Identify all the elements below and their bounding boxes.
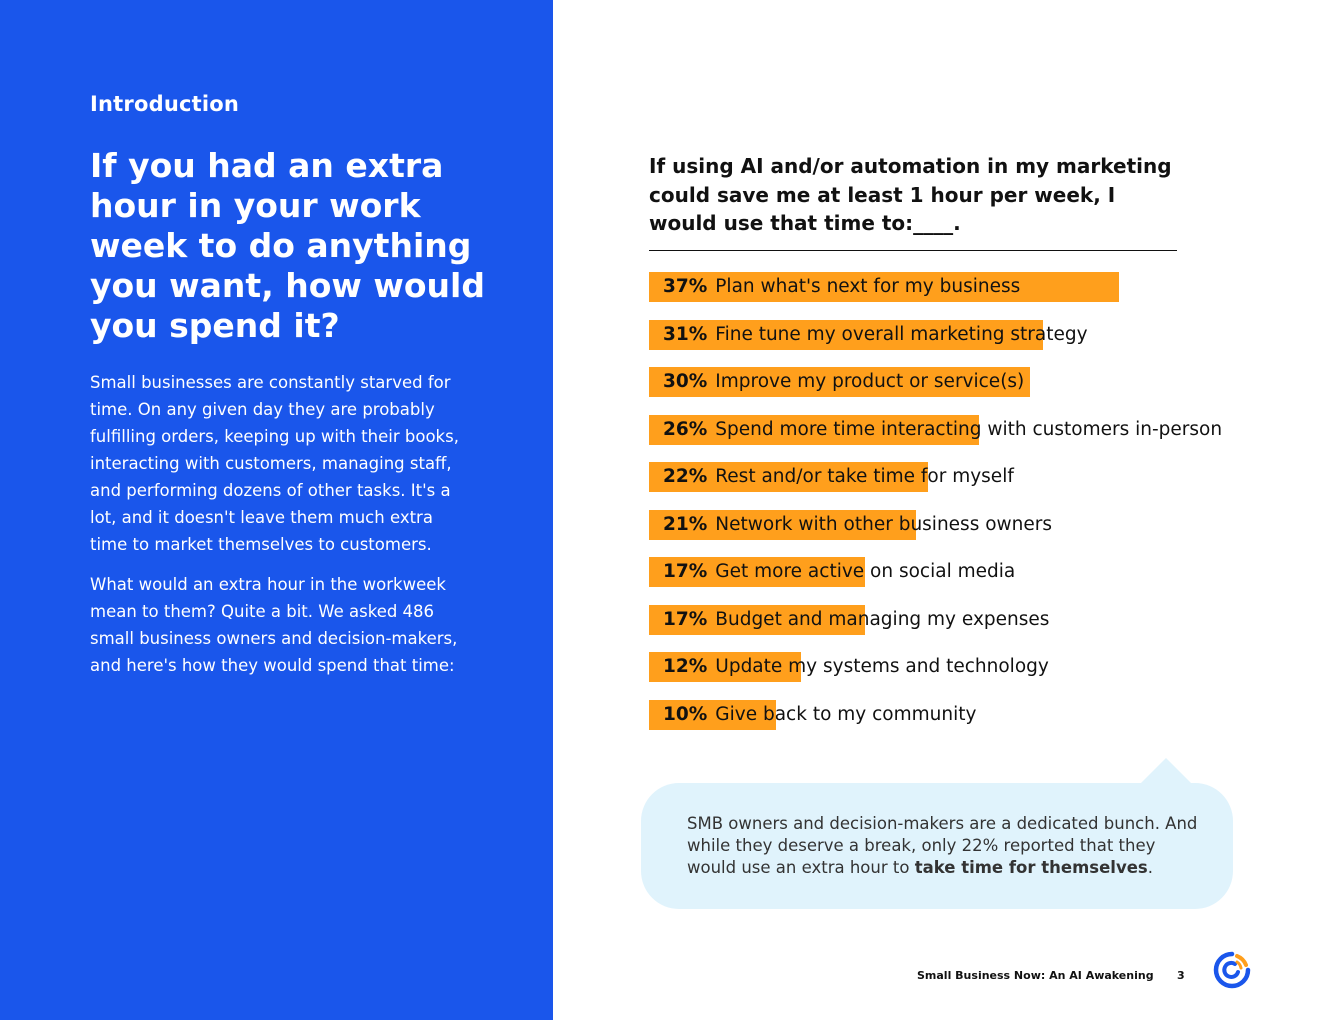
section-label: Introduction <box>90 92 240 116</box>
bar-row: 22% Rest and/or take time for myself <box>649 462 1289 492</box>
category-label: Get more active on social media <box>715 561 1016 582</box>
category-label: Rest and/or take time for myself <box>715 466 1014 487</box>
bar-label: 17% Budget and managing my expenses <box>663 605 1049 635</box>
bar <box>649 652 802 682</box>
data-label: 10% <box>663 703 708 725</box>
bar <box>649 462 929 492</box>
category-label: Improve my product or service(s) <box>715 371 1025 392</box>
data-label: 17% <box>663 561 708 582</box>
bar-row: 26% Spend more time interacting with cust… <box>649 414 1289 445</box>
data-label: 31% <box>663 323 708 345</box>
bar <box>649 509 916 540</box>
data-label: 37% <box>663 276 708 297</box>
bar <box>649 414 980 445</box>
intro-paragraph-1: Small businesses are constantly starved … <box>90 373 459 554</box>
bar <box>649 319 1043 350</box>
data-label: 12% <box>663 656 708 677</box>
bar <box>649 604 865 635</box>
bar-label: 10% Give back to my community <box>663 700 976 730</box>
category-label: Spend more time interacting with custome… <box>715 418 1223 440</box>
bar-row: 37% Plan what's next for my business <box>649 272 1289 302</box>
data-label: 17% <box>663 608 708 630</box>
bar-row: 10% Give back to my community <box>649 699 1289 730</box>
data-label: 26% <box>663 418 708 440</box>
bar <box>649 699 776 730</box>
bar-label: 37% Plan what's next for my business <box>663 272 1020 302</box>
data-label: 30% <box>663 371 708 392</box>
bar-label: 26% Spend more time interacting with cust… <box>663 415 1222 445</box>
callout-text-bold: take time for themselves <box>914 858 1148 877</box>
intro-paragraph-2: What would an extra hour in the workweek… <box>90 575 458 675</box>
bar-label: 31% Fine tune my overall marketing strate… <box>663 320 1088 350</box>
category-label: Plan what's next for my business <box>715 276 1021 297</box>
bar-row: 17% Budget and managing my expenses <box>649 604 1289 635</box>
bar-row: 12% Update my systems and technology <box>649 652 1289 682</box>
bar-label: 21% Network with other business owners <box>663 510 1052 540</box>
bar-row: 21% Network with other business owners <box>649 509 1289 540</box>
callout-bubble: SMB owners and decision-makers are a ded… <box>641 783 1233 909</box>
callout-text-start: SMB owners and decision-makers are a ded… <box>687 814 1198 877</box>
bar-row: 30% Improve my product or service(s) <box>649 367 1289 397</box>
page-number: 3 <box>1177 969 1185 982</box>
bar-chart: 37% Plan what's next for my business 31% Fi… <box>649 272 1289 742</box>
callout-text-end: . <box>1147 858 1153 877</box>
chart-title: If using AI and/or automation in my mark… <box>649 154 1172 235</box>
category-label: Network with other business owners <box>715 513 1053 535</box>
bar-label: 22% Rest and/or take time for myself <box>663 462 1014 492</box>
title-divider <box>649 250 1177 251</box>
bar-row: 17% Get more active on social media <box>649 557 1289 587</box>
bar-row: 31% Fine tune my overall marketing strate… <box>649 319 1289 350</box>
intro-panel: Introduction If you had an extra hour in… <box>0 0 553 1020</box>
headline: If you had an extra hour in your work we… <box>90 146 485 345</box>
data-label: 21% <box>663 513 708 535</box>
bar-label: 17% Get more active on social media <box>663 557 1015 587</box>
bar-label: 30% Improve my product or service(s) <box>663 367 1024 397</box>
category-label: Fine tune my overall marketing strategy <box>715 323 1088 345</box>
callout-text: SMB owners and decision-makers are a ded… <box>687 813 1207 879</box>
bar <box>649 557 865 587</box>
callout-pointer <box>1140 758 1192 784</box>
category-label: Update my systems and technology <box>715 656 1049 677</box>
footer-title: Small Business Now: An AI Awakening <box>917 969 1154 982</box>
bar-label: 12% Update my systems and technology <box>663 652 1049 682</box>
constant-contact-logo-icon <box>1213 951 1251 989</box>
category-label: Budget and managing my expenses <box>715 608 1050 630</box>
bar <box>649 272 1119 302</box>
data-label: 22% <box>663 466 708 487</box>
bar <box>649 367 1030 397</box>
category-label: Give back to my community <box>715 703 977 725</box>
